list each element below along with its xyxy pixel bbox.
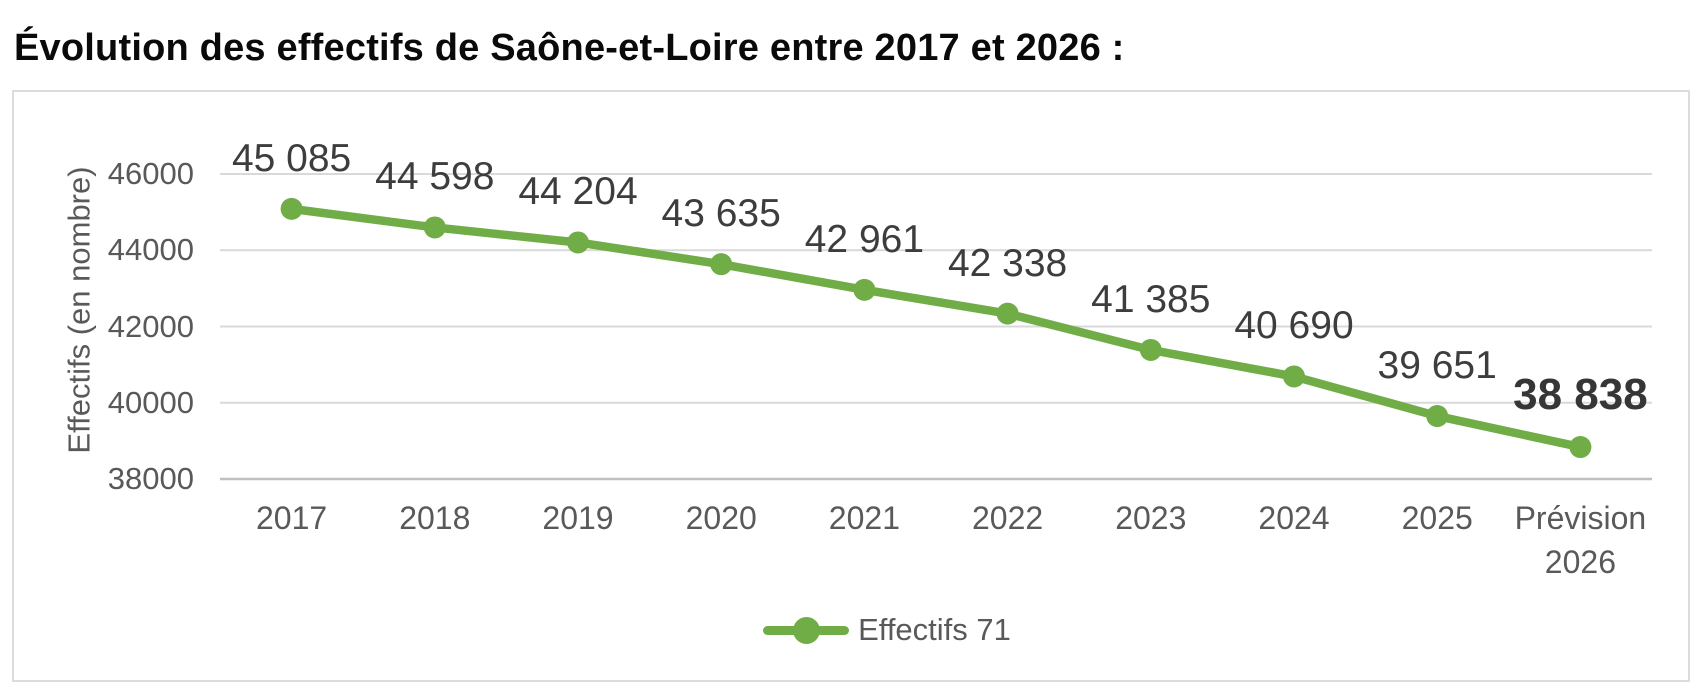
x-tick-label: 2019 xyxy=(542,500,614,536)
legend-label: Effectifs 71 xyxy=(858,612,1011,647)
line-chart-plot xyxy=(220,173,1652,481)
data-point-marker[interactable] xyxy=(1283,365,1305,388)
x-tick-label: 2023 xyxy=(1115,500,1187,536)
data-point-marker[interactable] xyxy=(853,278,876,301)
data-label: 43 635 xyxy=(661,192,781,236)
y-tick-label: 40000 xyxy=(107,384,194,420)
x-tick-label: 2021 xyxy=(828,500,900,536)
legend-dot-icon xyxy=(793,617,821,644)
data-point-marker[interactable] xyxy=(1426,405,1449,428)
series-line xyxy=(287,204,1585,452)
x-tick-label: 2017 xyxy=(256,500,328,536)
data-label: 41 385 xyxy=(1091,277,1211,321)
data-label: 44 598 xyxy=(375,155,495,199)
x-tick-label: 2024 xyxy=(1258,500,1330,536)
data-label: 39 651 xyxy=(1377,344,1497,388)
data-point-marker[interactable] xyxy=(423,216,446,239)
data-point-marker[interactable] xyxy=(710,253,733,276)
x-tick-label: 2025 xyxy=(1401,500,1473,536)
data-point-marker[interactable] xyxy=(996,302,1019,325)
data-point-marker[interactable] xyxy=(280,197,303,220)
x-tick-label: 2018 xyxy=(399,500,471,536)
data-label: 44 204 xyxy=(518,170,638,214)
x-tick-label: Prévision 2026 xyxy=(1514,500,1647,580)
data-label: 45 085 xyxy=(231,136,352,180)
data-point-marker[interactable] xyxy=(567,231,589,254)
legend: Effectifs 71 xyxy=(50,610,1702,650)
x-tick-label: 2022 xyxy=(972,500,1044,536)
y-tick-label: 42000 xyxy=(107,308,194,344)
page-title: Évolution des effectifs de Saône-et-Loir… xyxy=(14,27,1125,70)
data-point-marker[interactable] xyxy=(1569,436,1592,459)
data-label: 42 961 xyxy=(804,217,925,261)
chart-container: Effectifs (en nombre) 46000 44000 42000 400… xyxy=(12,90,1690,682)
y-tick-label: 38000 xyxy=(107,461,194,496)
x-tick-label: 2020 xyxy=(685,500,757,536)
data-label-forecast: 38 838 xyxy=(1513,370,1648,420)
legend-line-marker-icon xyxy=(763,610,850,650)
data-label: 42 338 xyxy=(947,241,1068,285)
data-point-marker[interactable] xyxy=(1139,338,1162,361)
y-tick-label: 46000 xyxy=(107,156,194,191)
y-tick-label: 44000 xyxy=(107,232,194,268)
data-label: 40 690 xyxy=(1234,304,1354,348)
